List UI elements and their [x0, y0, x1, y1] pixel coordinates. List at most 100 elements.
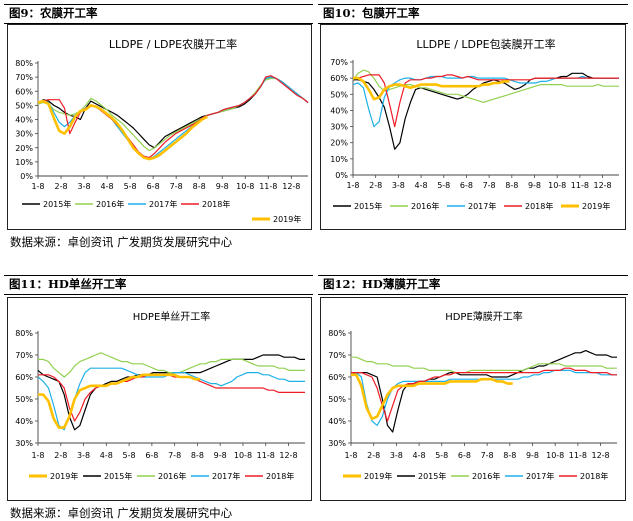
legend-label-2016: 2016年	[158, 471, 186, 481]
chart-panel-hd-monofilament: HDPE单丝开工率 30% 40% 50% 60% 70% 80% 1-8 2-8 3-8 4-8 5…	[7, 297, 312, 501]
x-tick-label: 5-8	[124, 182, 137, 191]
x-tick-label: 7-8	[170, 182, 183, 191]
y-tick-label: 40%	[328, 417, 346, 426]
x-tick-label: 9-8	[528, 181, 541, 190]
series-line-2015	[350, 349, 617, 433]
chart-hd-monofilament: HDPE单丝开工率 30% 40% 50% 60% 70% 80% 1-8 2-8 3-8 4-8 5…	[15, 310, 305, 481]
x-tick-label: 7-8	[483, 181, 496, 190]
series-line-2018	[38, 374, 305, 422]
y-tick-label: 60%	[330, 74, 348, 83]
y-tick-label: 70%	[328, 351, 346, 360]
x-tick-label: 3-8	[390, 451, 403, 460]
chart-panel-agricultural-film: LLDPE / LDPE农膜开工率 0% 10% 20% 30% 40% 50% 60% 70%…	[7, 24, 312, 230]
y-tick-label: 40%	[15, 417, 33, 426]
figure-12-title: 图12：HD薄膜开工率	[318, 275, 628, 295]
y-tick-label: 10%	[15, 158, 33, 167]
x-tick-label: 11-8	[259, 182, 277, 191]
x-tick-label: 1-8	[344, 451, 357, 460]
chart-panel-packaging-film: LLDPE / LDPE包装膜开工率 0% 10% 20% 30% 40% 50% 60% 70…	[320, 24, 626, 230]
chart-panel-hd-film: HDPE薄膜开工率 30% 40% 50% 60% 70% 80% 1-8 2-8 3-8 4-8 5…	[320, 297, 626, 501]
x-tick-label: 12-8	[591, 451, 609, 460]
chart-title: HDPE单丝开工率	[133, 310, 211, 323]
legend-label-2015: 2015年	[43, 199, 71, 209]
x-tick-label: 5-8	[435, 451, 448, 460]
legend-label-2019: 2019年	[273, 214, 301, 224]
y-tick-label: 20%	[15, 144, 33, 153]
x-tick-label: 9-8	[526, 451, 539, 460]
y-tick-label: 60%	[15, 373, 33, 382]
legend-label-2019: 2019年	[364, 471, 392, 481]
y-tick-label: 50%	[330, 90, 348, 99]
chart-title: LLDPE / LDPE农膜开工率	[109, 37, 237, 51]
legend-label-2018: 2018年	[266, 471, 294, 481]
x-tick-label: 8-8	[503, 451, 516, 460]
source-note-top: 数据来源：卓创资讯 广发期货发展研究中心	[10, 235, 233, 249]
x-tick-label: 7-8	[168, 451, 181, 460]
y-tick-label: 30%	[15, 130, 33, 139]
x-tick-label: 1-8	[31, 451, 44, 460]
x-tick-label: 11-8	[571, 181, 589, 190]
x-tick-label: 4-8	[100, 451, 113, 460]
y-tick-label: 80%	[328, 329, 346, 338]
series-line-2019	[351, 373, 513, 421]
y-tick-label: 20%	[330, 139, 348, 148]
y-tick-label: 70%	[330, 58, 348, 67]
y-tick-label: 80%	[15, 59, 33, 68]
legend-label-2015: 2015年	[104, 471, 132, 481]
x-tick-label: 11-8	[257, 451, 275, 460]
chart-hd-film: HDPE薄膜开工率 30% 40% 50% 60% 70% 80% 1-8 2-8 3-8 4-8 5…	[328, 310, 617, 481]
x-tick-label: 1-8	[31, 182, 44, 191]
y-tick-label: 80%	[15, 329, 33, 338]
x-tick-label: 11-8	[569, 451, 587, 460]
figure-11-title: 图11：HD单丝开工率	[4, 275, 313, 295]
y-tick-label: 0%	[20, 172, 33, 181]
x-tick-label: 3-8	[77, 451, 90, 460]
y-tick-label: 0%	[335, 171, 348, 180]
x-tick-label: 6-8	[458, 451, 471, 460]
y-tick-label: 40%	[330, 106, 348, 115]
x-tick-label: 2-8	[54, 182, 67, 191]
y-tick-label: 50%	[328, 395, 346, 404]
legend-label-2018: 2018年	[202, 199, 230, 209]
x-tick-label: 10-8	[234, 451, 252, 460]
x-tick-label: 10-8	[546, 451, 564, 460]
x-tick-label: 3-8	[392, 181, 405, 190]
x-tick-label: 6-8	[145, 451, 158, 460]
x-tick-label: 9-8	[216, 182, 229, 191]
chart-agricultural-film: LLDPE / LDPE农膜开工率 0% 10% 20% 30% 40% 50% 60% 70%…	[15, 37, 309, 224]
y-tick-label: 70%	[15, 73, 33, 82]
series-line-2019	[37, 99, 209, 161]
y-tick-label: 50%	[15, 101, 33, 110]
x-tick-label: 1-8	[346, 181, 359, 190]
legend-label-2017: 2017年	[468, 201, 496, 211]
y-tick-label: 10%	[330, 155, 348, 164]
x-tick-label: 2-8	[367, 451, 380, 460]
y-tick-label: 40%	[15, 116, 33, 125]
x-tick-label: 8-8	[193, 182, 206, 191]
legend-label-2016: 2016年	[96, 199, 124, 209]
series-line-2019	[353, 76, 510, 101]
y-tick-label: 60%	[328, 373, 346, 382]
figure-10-title: 图10：包膜开工率	[318, 4, 628, 24]
y-tick-label: 30%	[15, 439, 33, 448]
legend-label-2015: 2015年	[418, 471, 446, 481]
legend-label-2018: 2018年	[580, 471, 608, 481]
y-tick-label: 30%	[328, 439, 346, 448]
series-line-2018	[351, 367, 617, 422]
legend-label-2017: 2017年	[212, 471, 240, 481]
series-line-2016	[351, 356, 617, 374]
x-tick-label: 12-8	[279, 451, 297, 460]
x-tick-label: 10-8	[236, 182, 254, 191]
x-tick-label: 12-8	[282, 182, 300, 191]
y-tick-label: 30%	[330, 123, 348, 132]
series-line-2019	[38, 373, 201, 429]
figure-9-title: 图9：农膜开工率	[4, 4, 313, 24]
x-tick-label: 12-8	[593, 181, 611, 190]
source-note-bottom: 数据来源：卓创资讯 广发期货发展研究中心	[10, 506, 233, 520]
legend-label-2017: 2017年	[526, 471, 554, 481]
x-tick-label: 2-8	[54, 451, 67, 460]
series-line-2018	[353, 74, 619, 128]
x-tick-label: 5-8	[123, 451, 136, 460]
x-tick-label: 2-8	[369, 181, 382, 190]
x-tick-label: 8-8	[505, 181, 518, 190]
